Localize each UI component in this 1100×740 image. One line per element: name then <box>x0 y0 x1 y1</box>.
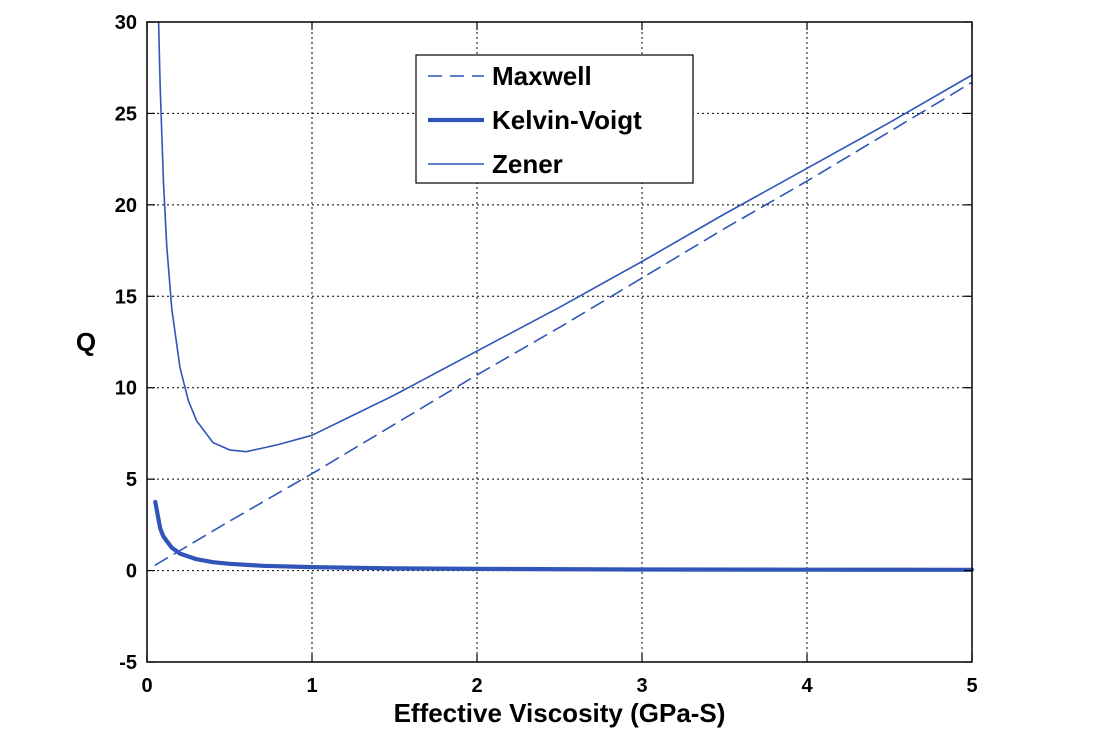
legend-label-zener: Zener <box>492 149 563 179</box>
x-tick-label: 0 <box>141 675 152 697</box>
y-tick-labels: -5 0 5 10 15 20 25 30 <box>115 12 137 674</box>
legend: Maxwell Kelvin-Voigt Zener <box>415 54 694 184</box>
y-tick-label: 30 <box>115 12 137 34</box>
y-tick-label: 0 <box>126 561 137 583</box>
ticks <box>146 21 973 663</box>
y-tick-label: 15 <box>115 286 137 308</box>
x-tick-label: 2 <box>471 675 482 697</box>
x-tick-label: 1 <box>306 675 317 697</box>
legend-label-maxwell: Maxwell <box>492 61 592 91</box>
y-tick-label: 5 <box>126 469 137 491</box>
x-axis-label: Effective Viscosity (GPa-S) <box>394 698 726 728</box>
legend-label-kelvin-voigt: Kelvin-Voigt <box>492 105 642 135</box>
y-tick-label: 20 <box>115 195 137 217</box>
y-tick-label: 10 <box>115 378 137 400</box>
x-tick-label: 5 <box>966 675 977 697</box>
x-tick-label: 4 <box>801 675 813 697</box>
y-tick-label: -5 <box>119 652 137 674</box>
x-tick-label: 3 <box>636 675 647 697</box>
series-line-kelvin-voigt <box>153 499 975 572</box>
series-line-zener <box>157 21 973 453</box>
y-tick-label: 25 <box>115 103 137 125</box>
series-line-maxwell <box>154 81 973 566</box>
y-axis-label: Q <box>76 327 96 357</box>
plot-frame <box>146 21 973 663</box>
x-tick-labels: 0 1 2 3 4 5 <box>141 675 977 697</box>
series-group <box>153 21 975 572</box>
